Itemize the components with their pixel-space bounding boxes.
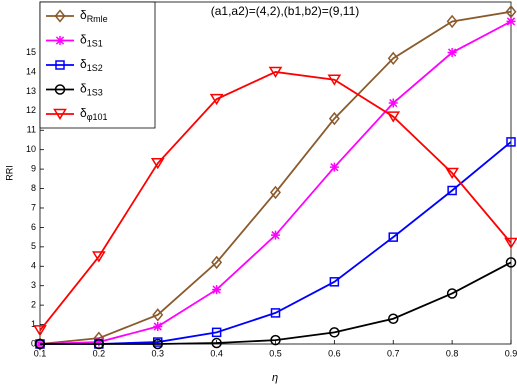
data-point [504,237,517,249]
y-tick-label: 6 [31,222,36,232]
data-point [506,137,516,147]
data-point [33,325,47,337]
data-point [445,167,459,179]
data-point [94,337,104,347]
data-point [212,285,222,295]
data-point [388,313,399,324]
data-point [211,337,222,349]
legend-label: δ1S2 [80,57,103,73]
data-point [152,338,163,350]
y-tick-label: 14 [26,66,36,76]
data-point [271,230,280,240]
data-point [211,327,222,338]
data-point [329,327,340,338]
data-point [209,93,224,106]
legend-marker [53,108,67,120]
y-tick-label: 15 [26,47,36,57]
legend-marker [54,9,66,23]
x-tick-label: 0.8 [446,348,459,358]
y-tick-label: 8 [31,183,36,193]
y-tick-label: 10 [26,144,36,154]
data-point [152,308,164,322]
legend-marker [55,36,65,45]
legend-label: δ1S1 [80,33,103,49]
data-point [329,277,340,287]
y-tick-label: 0 [31,338,36,348]
data-point [92,251,106,263]
data-point [270,334,281,346]
data-point [387,51,399,66]
series-line [39,71,512,331]
y-tick-label: 7 [31,202,36,212]
y-tick-label: 4 [31,261,36,271]
data-point [388,98,398,108]
y-tick-label: 1 [31,319,36,329]
data-point [446,14,458,29]
data-point [211,255,223,270]
y-tick-label: 3 [31,280,36,290]
data-point [505,257,517,268]
data-point [34,337,46,351]
data-point [446,288,458,299]
x-tick-label: 0.9 [505,348,517,358]
data-point [153,322,163,332]
legend-label: δ1S3 [80,82,103,98]
x-tick-label: 0.5 [269,348,282,358]
y-tick-label: 13 [26,86,36,96]
data-point [388,232,398,242]
data-point [327,74,342,86]
annotation: (a1,a2)=(4,2),(b1,b2)=(9,11) [211,4,360,18]
x-tick-label: 0.4 [210,348,223,358]
legend-label: δRmle [80,8,108,24]
legend-label: δφ101 [80,106,108,122]
data-point [150,158,165,170]
y-tick-label: 9 [31,163,36,173]
data-point [328,111,340,126]
series-line [39,10,512,345]
legend-marker [55,60,65,70]
data-point [447,185,457,196]
y-tick-label: 2 [31,300,36,310]
data-point [447,48,457,58]
data-point [268,66,283,78]
data-point [34,338,46,350]
y-tick-label: 5 [31,241,36,251]
series-line [40,261,512,345]
data-point [386,111,401,123]
data-point [93,338,105,350]
y-tick-label: 11 [27,125,36,135]
x-axis-label: η [272,372,278,384]
x-tick-label: 0.3 [151,348,164,358]
x-tick-label: 0.1 [34,348,47,358]
x-tick-label: 0.6 [328,348,341,358]
y-tick-label: 12 [26,105,36,115]
data-point [329,162,339,172]
x-tick-label: 0.2 [93,348,106,358]
data-point [270,308,281,318]
data-point [506,16,516,26]
y-axis-label: RRI [4,165,14,181]
x-tick-label: 0.7 [387,348,400,358]
data-point [270,185,281,200]
legend-marker [54,84,66,95]
